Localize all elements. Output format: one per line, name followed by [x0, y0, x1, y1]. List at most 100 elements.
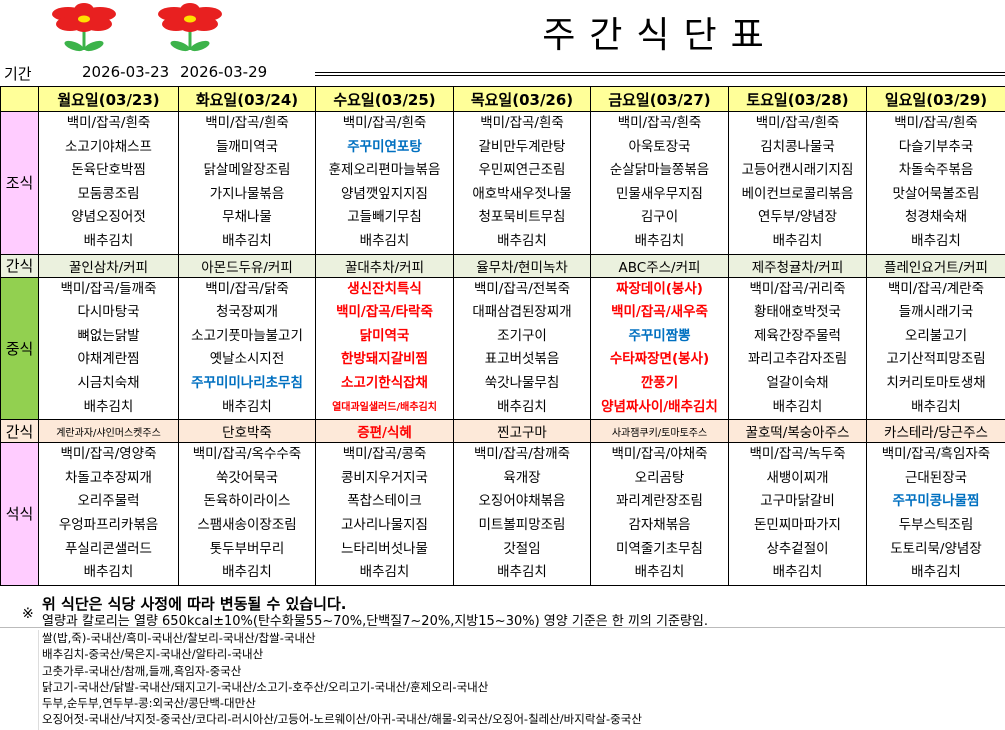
menu-item: 뼈없는닭발 — [77, 327, 140, 344]
menu-item: 배추김치 — [359, 232, 410, 249]
menu-item: 백미/잡곡/흰죽 — [66, 115, 151, 131]
menu-item: 아욱토장국 — [628, 138, 691, 155]
menu-item: 백미/잡곡/계란죽 — [887, 280, 985, 297]
breakfast-cell: 백미/잡곡/흰죽 다슬기부추국 차돌숙주볶음 맛살어묵볼조림 청경채숙채 배추김치 — [866, 111, 1005, 255]
menu-item: 훈제오리편마늘볶음 — [328, 162, 441, 179]
menu-item: 상추겉절이 — [766, 540, 829, 557]
menu-item: 베이컨브로콜리볶음 — [741, 185, 854, 202]
menu-item: 오리불고기 — [904, 327, 968, 344]
menu-item: 배추김치 — [222, 232, 272, 249]
menu-item: 생신잔치특식 — [347, 280, 422, 297]
breakfast-cell: 백미/잡곡/흰죽 소고기야채스프 돈육단호박찜 모둠콩조림 양념오징어젓 배추김치 — [38, 111, 179, 255]
menu-item: 표고버섯볶음 — [484, 351, 560, 368]
notice-mark: ※ — [22, 606, 34, 622]
meal-label-dinner: 석식 — [0, 442, 39, 586]
menu-item: 백미/잡곡/새우죽 — [611, 304, 708, 321]
menu-item: 청경채숙채 — [904, 209, 968, 226]
snack-item: 아몬드두유/커피 — [178, 253, 316, 278]
menu-item: 배추김치 — [911, 398, 961, 415]
lunch-cell: 짜장데이(봉사) 백미/잡곡/새우죽 주꾸미짬뽕 수타짜장면(봉사) 깐풍기 양념짜사이/… — [590, 276, 729, 421]
title-underline — [315, 72, 1005, 76]
menu-item: 한방돼지갈비찜 — [341, 351, 428, 368]
menu-item: 치커리토마토생채 — [886, 374, 986, 391]
menu-item: 고기산적피망조림 — [886, 351, 986, 368]
snack-item: ABC주스/커피 — [590, 253, 729, 278]
menu-item: 애호박새우젓나물 — [472, 185, 572, 202]
origin-info: 쌀(밥,죽)-국내산/흑미-국내산/찰보리-국내산/찹쌀-국내산 배추김치-중국산… — [38, 630, 1005, 730]
menu-item: 쑥갓어묵국 — [215, 469, 279, 486]
menu-item: 주꾸미미나리초무침 — [191, 374, 303, 391]
day-header-row: 월요일(03/23) 화요일(03/24) 수요일(03/25) 목요일(03/26)… — [0, 86, 1005, 112]
menu-item: 청포묵비트무침 — [478, 209, 566, 226]
menu-item: 무채나물 — [222, 209, 272, 226]
menu-item: 오리주물럭 — [77, 493, 140, 510]
menu-item: 두부스틱조림 — [898, 516, 974, 533]
menu-item: 백미/잡곡/녹두죽 — [749, 446, 846, 463]
menu-item: 주꾸미연포탕 — [347, 138, 422, 155]
breakfast-cell: 백미/잡곡/흰죽 아욱토장국 순살닭마늘쫑볶음 민물새우무지짐 김구이 배추김치 — [590, 111, 729, 255]
menu-item: 배추김치 — [497, 398, 547, 415]
menu-item: 가지나물볶음 — [209, 185, 285, 202]
menu-item: 육개장 — [503, 469, 541, 486]
snack-item: 꿀인삼차/커피 — [38, 253, 179, 278]
menu-item: 백미/잡곡/흰죽 — [205, 115, 289, 131]
menu-item: 김치콩나물국 — [760, 138, 835, 155]
menu-item: 양념오징어젓 — [71, 209, 146, 226]
menu-item: 꽈리계란장조림 — [616, 493, 703, 510]
menu-item: 모둠콩조림 — [77, 185, 140, 202]
menu-item: 고구마닭갈비 — [760, 493, 835, 510]
menu-item: 얼갈이숙채 — [766, 374, 829, 391]
menu-item: 느타리버섯나물 — [341, 540, 428, 557]
menu-item: 근대된장국 — [904, 469, 968, 486]
menu-item: 시금치숙채 — [77, 374, 140, 391]
flower-icon — [52, 3, 116, 52]
menu-table: 월요일(03/23) 화요일(03/24) 수요일(03/25) 목요일(03/26)… — [0, 86, 1005, 586]
meal-label-snack: 간식 — [0, 419, 39, 444]
menu-item: 김구이 — [640, 209, 679, 226]
snack-item: 꿀대추차/커피 — [315, 253, 454, 278]
menu-item: 배추김치 — [634, 564, 685, 581]
day-header: 수요일(03/25) — [315, 86, 454, 112]
dinner-cell: 백미/잡곡/녹두죽 새뱅이찌개 고구마닭갈비 돈민찌마파가지 상추겉절이 배추김치 — [728, 442, 867, 586]
notice: ※ 위 식단은 식당 사정에 따라 변동될 수 있습니다. 열량과 칼로리는 열… — [0, 592, 1005, 629]
menu-item: 대패삼겹된장찌개 — [472, 304, 572, 321]
menu-item: 배추김치 — [83, 232, 134, 249]
menu-item: 백미/잡곡/전복죽 — [473, 280, 571, 297]
menu-item: 백미/잡곡/흑임자죽 — [881, 446, 991, 463]
menu-item: 감자채볶음 — [628, 516, 691, 533]
menu-item: 새뱅이찌개 — [766, 469, 829, 486]
menu-item: 차돌고추장찌개 — [65, 469, 152, 486]
menu-item: 고사리나물지짐 — [341, 516, 428, 533]
menu-item: 톳두부버무리 — [209, 540, 285, 557]
snack-item: 꿀호떡/복숭아주스 — [728, 419, 867, 444]
corner-cell — [0, 86, 39, 112]
origin-line: 두부,순두부,연두부-콩:외국산/콩단백-대만산 — [42, 696, 256, 711]
origin-line: 배추김치-중국산/묵은지-국내산/알타리-국내산 — [42, 647, 264, 662]
lunch-cell: 백미/잡곡/전복죽 대패삼겹된장찌개 조기구이 표고버섯볶음 쑥갓나물무침 배추김치 — [453, 276, 591, 421]
menu-item: 고들빼기무침 — [347, 209, 422, 226]
menu-item: 차돌숙주볶음 — [898, 162, 974, 179]
menu-item: 소고기풋마늘불고기 — [191, 327, 303, 344]
menu-item: 푸실리콘샐러드 — [65, 540, 152, 557]
dinner-cell: 백미/잡곡/흑임자죽 근대된장국 주꾸미콩나물찜 두부스틱조림 도토리묵/양념장 배추김치 — [866, 442, 1005, 586]
menu-item: 다시마탕국 — [77, 304, 140, 321]
menu-item: 황태애호박젓국 — [754, 304, 841, 321]
meal-label-lunch: 중식 — [0, 276, 39, 421]
snack-item: 찐고구마 — [453, 419, 591, 444]
meal-label-snack: 간식 — [0, 253, 39, 278]
period-row: 기간 2026-03-23 2026-03-29 — [0, 60, 320, 85]
menu-item: 돈민찌마파가지 — [754, 516, 841, 533]
menu-item: 배추김치 — [911, 232, 961, 249]
menu-item: 소고기한식잡채 — [341, 374, 428, 391]
menu-item: 연두부/양념장 — [757, 209, 838, 226]
menu-item: 배추김치 — [772, 232, 823, 249]
breakfast-cell: 백미/잡곡/흰죽 김치콩나물국 고등어캔시래기지짐 베이컨브로콜리볶음 연두부/양념장 배… — [728, 111, 867, 255]
flower-icon — [158, 3, 222, 52]
lunch-cell: 백미/잡곡/귀리죽 황태애호박젓국 제육간장주물럭 꽈리고추감자조림 얼갈이숙채 배추김치 — [728, 276, 867, 421]
day-header: 토요일(03/28) — [728, 86, 867, 112]
menu-item: 백미/잡곡/타락죽 — [336, 304, 433, 321]
menu-item: 배추김치 — [634, 232, 685, 249]
dinner-cell: 백미/잡곡/야채죽 오리곰탕 꽈리계란장조림 감자채볶음 미역줄기초무침 배추김치 — [590, 442, 729, 586]
menu-item: 우엉파프리카볶음 — [58, 516, 159, 533]
menu-item: 열대과일샐러드/배추김치 — [332, 401, 437, 413]
